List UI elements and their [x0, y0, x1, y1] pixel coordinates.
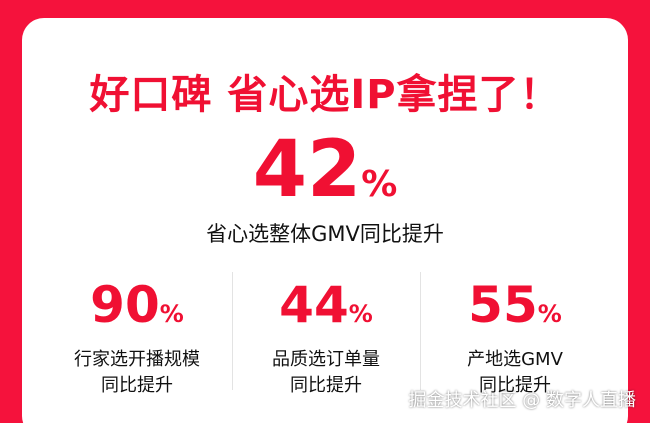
divider [232, 272, 233, 390]
hero-unit: % [361, 164, 398, 205]
stat-label: 品质选订单量 同比提升 [231, 347, 421, 399]
stat-value: 55 [468, 276, 538, 334]
stat-label-line: 品质选订单量 [272, 349, 380, 370]
watermark: 掘金技术社区 @ 数字人直播 [408, 390, 636, 411]
stat-number: 90% [42, 276, 232, 343]
stat-label-line: 同比提升 [101, 375, 173, 396]
stat-column: 55% 产地选GMV 同比提升 [420, 276, 610, 399]
stat-unit: % [537, 300, 562, 328]
stat-label-line: 行家选开播规模 [74, 349, 200, 370]
stat-number: 44% [231, 276, 421, 343]
divider [420, 272, 421, 390]
card [22, 18, 628, 423]
stat-value: 44 [279, 276, 349, 334]
hero-stat: 42% [22, 128, 628, 212]
stat-label: 行家选开播规模 同比提升 [42, 347, 232, 399]
title: 好口碑 省心选IP拿捏了！ [89, 72, 561, 118]
stat-label-line: 同比提升 [479, 375, 551, 396]
stat-column: 90% 行家选开播规模 同比提升 [42, 276, 232, 399]
stat-value: 90 [90, 276, 160, 334]
stat-label-line: 同比提升 [290, 375, 362, 396]
stat-column: 44% 品质选订单量 同比提升 [231, 276, 421, 399]
stat-unit: % [348, 300, 373, 328]
hero-value: 42 [252, 125, 362, 215]
stat-label-line: 产地选GMV [467, 349, 563, 370]
hero-label: 省心选整体GMV同比提升 [206, 222, 444, 246]
stat-unit: % [159, 300, 184, 328]
stat-label: 产地选GMV 同比提升 [420, 347, 610, 399]
stat-number: 55% [420, 276, 610, 343]
